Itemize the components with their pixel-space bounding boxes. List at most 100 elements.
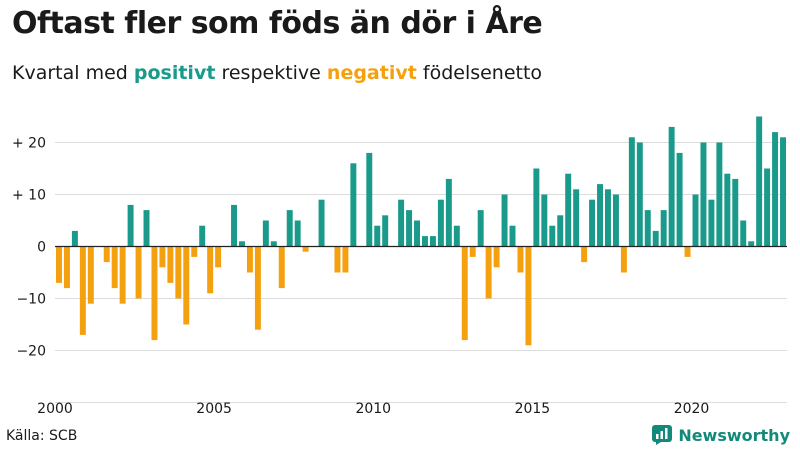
bar-positive xyxy=(565,173,572,247)
bar-positive xyxy=(772,132,779,247)
bar-positive xyxy=(692,194,699,247)
bar-negative xyxy=(334,246,341,273)
bar-negative xyxy=(63,246,70,289)
subtitle-mid: respektive xyxy=(221,62,321,84)
y-tick-label: 0 xyxy=(37,240,46,256)
bar-positive xyxy=(318,199,325,247)
bar-positive xyxy=(557,215,564,247)
bar-negative xyxy=(111,246,118,289)
bar-positive xyxy=(382,215,389,247)
bar-negative xyxy=(246,246,253,273)
bar-positive xyxy=(437,199,444,247)
bar-negative xyxy=(278,246,285,289)
bar-positive xyxy=(286,210,293,247)
bar-positive xyxy=(398,199,405,247)
subtitle-positive: positivt xyxy=(133,62,216,84)
bar-positive xyxy=(636,142,643,247)
bar-positive xyxy=(660,210,667,247)
bar-negative xyxy=(159,246,166,268)
bar-positive xyxy=(716,142,723,247)
y-tick-label: −10 xyxy=(16,292,46,308)
bar-positive xyxy=(143,210,150,247)
bar-negative xyxy=(469,246,476,257)
bar-negative xyxy=(151,246,158,341)
x-tick-label: 2010 xyxy=(355,401,391,417)
bar-positive xyxy=(628,137,635,247)
bar-negative xyxy=(302,246,309,252)
bar-positive xyxy=(294,220,301,247)
bar-negative xyxy=(581,246,588,263)
bar-positive xyxy=(127,204,134,247)
bar-negative xyxy=(167,246,174,283)
bar-negative xyxy=(215,246,222,268)
bar-positive xyxy=(374,225,381,247)
brand-logo[interactable]: Newsworthy xyxy=(652,425,790,445)
bar-negative xyxy=(254,246,261,330)
bar-positive xyxy=(589,199,596,247)
bar-positive xyxy=(756,116,763,247)
bar-negative xyxy=(207,246,214,294)
bar-positive xyxy=(350,163,357,247)
bar-positive xyxy=(453,225,460,247)
brand-name: Newsworthy xyxy=(678,425,790,445)
bar-negative xyxy=(103,246,110,263)
bar-positive xyxy=(605,189,611,247)
x-tick-label: 2000 xyxy=(37,401,73,417)
bar-negative xyxy=(461,246,468,341)
chart-subtitle: Kvartal med positivt respektive negativt… xyxy=(12,62,542,84)
bar-positive xyxy=(422,236,428,247)
bar-positive xyxy=(533,168,540,247)
bar-negative xyxy=(684,246,691,257)
bar-positive xyxy=(597,184,603,247)
subtitle-tail: födelsenetto xyxy=(422,62,543,84)
bar-negative xyxy=(517,246,524,273)
bar-positive xyxy=(748,241,755,247)
bar-positive xyxy=(239,241,245,247)
bar-positive xyxy=(612,194,619,247)
bar-positive xyxy=(477,210,484,247)
chart-title: Oftast fler som föds än dör i Åre xyxy=(12,6,543,41)
newsworthy-logo-icon xyxy=(652,425,673,445)
y-tick-label: −20 xyxy=(16,344,46,360)
bar-negative xyxy=(342,246,349,273)
bar-positive xyxy=(724,173,731,247)
y-tick-label: + 20 xyxy=(12,136,46,152)
bar-positive xyxy=(732,178,739,247)
source-note: Källa: SCB xyxy=(6,428,78,444)
bar-negative xyxy=(119,246,126,304)
bar-positive xyxy=(71,230,78,247)
bar-positive xyxy=(366,152,373,247)
bar-positive xyxy=(541,194,548,247)
x-tick-label: 2020 xyxy=(674,401,710,417)
bar-positive xyxy=(231,204,237,247)
bar-negative xyxy=(525,246,532,346)
bar-positive xyxy=(708,199,715,247)
bar-positive xyxy=(501,194,508,247)
bar-negative xyxy=(79,246,86,335)
bar-positive xyxy=(573,189,580,247)
bar-negative xyxy=(620,246,627,273)
subtitle-lead: Kvartal med xyxy=(12,62,128,84)
bar-positive xyxy=(700,142,707,247)
x-tick-label: 2005 xyxy=(196,401,232,417)
bar-positive xyxy=(740,220,747,247)
bar-positive xyxy=(199,225,206,247)
bar-positive xyxy=(668,126,675,247)
bar-negative xyxy=(175,246,182,299)
subtitle-negative: negativt xyxy=(326,62,417,84)
bar-positive xyxy=(406,210,413,247)
bar-negative xyxy=(493,246,500,268)
bar-positive xyxy=(414,220,420,247)
bar-positive xyxy=(509,225,516,247)
bar-positive xyxy=(270,241,277,247)
bar-positive xyxy=(764,168,771,247)
bar-negative xyxy=(56,246,62,283)
x-tick-label: 2015 xyxy=(515,401,551,417)
bar-positive xyxy=(445,178,452,247)
bar-positive xyxy=(780,137,786,247)
bar-negative xyxy=(191,246,198,257)
bars xyxy=(56,116,786,346)
bar-positive xyxy=(429,236,436,247)
bar-negative xyxy=(87,246,94,304)
